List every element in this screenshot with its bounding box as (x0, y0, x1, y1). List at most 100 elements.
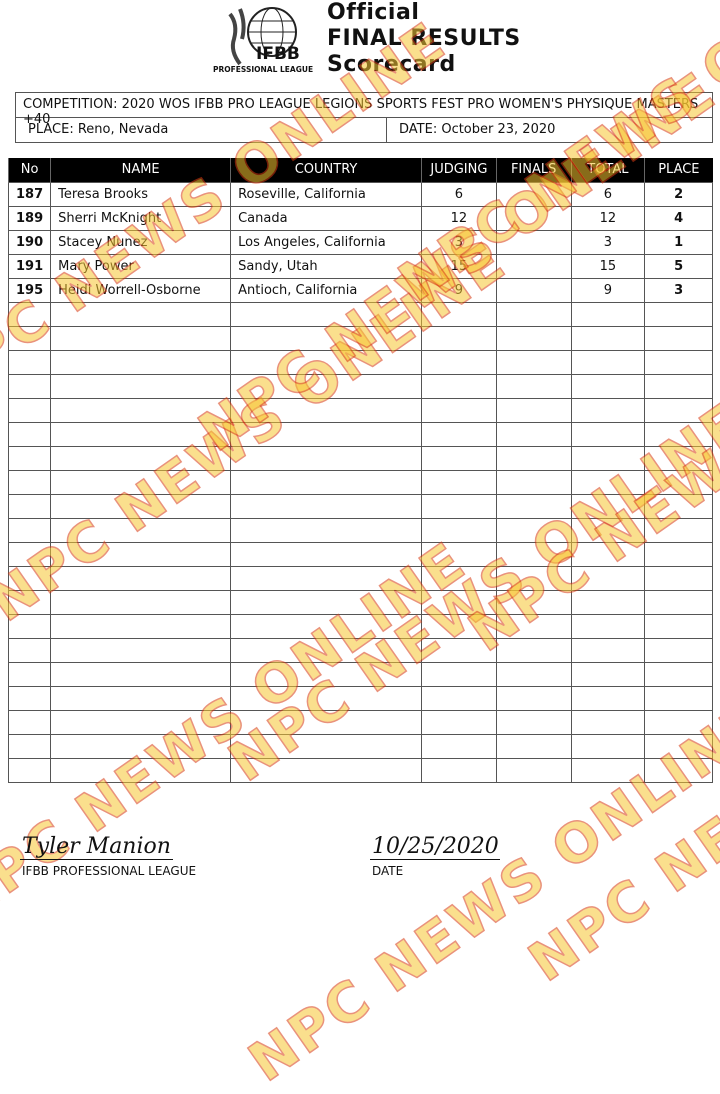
cell-judging: 9 (420, 277, 497, 303)
cell-total (570, 421, 646, 447)
cell-judging (420, 565, 497, 591)
cell-judging (420, 445, 497, 471)
scorecard-title: Official FINAL RESULTS Scorecard (327, 0, 521, 78)
cell-total (570, 397, 646, 423)
cell-place: 5 (644, 253, 713, 279)
cell-judging (420, 493, 497, 519)
column-header: PLACE (644, 158, 713, 182)
cell-name: Sherri McKnight (50, 205, 232, 231)
empty-row (7, 517, 713, 543)
cell-finals (495, 397, 572, 423)
empty-row (7, 661, 713, 687)
cell-name (50, 325, 232, 351)
cell-judging (420, 541, 497, 567)
cell-country (230, 469, 422, 495)
cell-no (7, 709, 52, 735)
cell-name (50, 757, 232, 783)
cell-judging (420, 373, 497, 399)
cell-total (570, 373, 646, 399)
cell-name (50, 301, 232, 327)
cell-place: 2 (644, 181, 713, 207)
column-header: No (7, 158, 51, 182)
cell-no: 190 (7, 229, 52, 255)
cell-name (50, 469, 232, 495)
cell-name: Mary Power (50, 253, 232, 279)
cell-finals (495, 277, 572, 303)
cell-judging (420, 613, 497, 639)
competition-name: COMPETITION: 2020 WOS IFBB PRO LEAGUE LE… (16, 93, 712, 127)
cell-country (230, 637, 422, 663)
cell-finals (495, 637, 572, 663)
cell-country (230, 373, 422, 399)
cell-place (644, 541, 713, 567)
cell-country: Canada (230, 205, 422, 231)
empty-row (7, 373, 713, 399)
cell-name (50, 493, 232, 519)
cell-name (50, 373, 232, 399)
cell-no (7, 661, 52, 687)
cell-total (570, 349, 646, 375)
signature-org: IFBB PROFESSIONAL LEAGUE (22, 864, 197, 878)
cell-finals (495, 373, 572, 399)
cell-place (644, 517, 713, 543)
cell-finals (495, 469, 572, 495)
cell-place (644, 565, 713, 591)
cell-place (644, 613, 713, 639)
table-row: 191 Mary Power Sandy, Utah 15 15 5 (7, 253, 713, 279)
cell-judging: 12 (420, 205, 497, 231)
empty-row (7, 421, 713, 447)
cell-country (230, 589, 422, 615)
cell-finals (495, 613, 572, 639)
cell-no: 195 (7, 277, 52, 303)
cell-no (7, 445, 52, 471)
cell-finals (495, 589, 572, 615)
cell-country: Roseville, California (230, 181, 422, 207)
empty-row (7, 565, 713, 591)
cell-finals (495, 565, 572, 591)
cell-judging (420, 637, 497, 663)
cell-name (50, 733, 232, 759)
cell-total (570, 661, 646, 687)
cell-no (7, 469, 52, 495)
cell-name (50, 349, 232, 375)
empty-row (7, 349, 713, 375)
cell-no (7, 493, 52, 519)
cell-total (570, 709, 646, 735)
cell-judging (420, 661, 497, 687)
cell-judging: 15 (420, 253, 497, 279)
cell-judging (420, 757, 497, 783)
cell-judging (420, 349, 497, 375)
date-label: DATE (372, 864, 404, 878)
cell-place (644, 301, 713, 327)
cell-total (570, 469, 646, 495)
cell-place (644, 589, 713, 615)
cell-place (644, 493, 713, 519)
cell-country (230, 685, 422, 711)
svg-text:IFBB: IFBB (256, 44, 300, 64)
cell-place (644, 373, 713, 399)
cell-place (644, 733, 713, 759)
column-header: COUNTRY (230, 158, 422, 182)
cell-name (50, 541, 232, 567)
cell-no (7, 397, 52, 423)
cell-judging: 3 (420, 229, 497, 255)
cell-country (230, 325, 422, 351)
table-row: 187 Teresa Brooks Roseville, California 6 6 2 (7, 181, 713, 207)
cell-name (50, 613, 232, 639)
title-line: Official (327, 0, 420, 25)
cell-country (230, 661, 422, 687)
cell-judging (420, 325, 497, 351)
cell-judging (420, 469, 497, 495)
cell-country: Sandy, Utah (230, 253, 422, 279)
cell-total (570, 565, 646, 591)
cell-total: 3 (570, 229, 646, 255)
cell-name (50, 565, 232, 591)
cell-country (230, 397, 422, 423)
empty-row (7, 493, 713, 519)
column-header: TOTAL (570, 158, 645, 182)
empty-row (7, 613, 713, 639)
competition-place: PLACE: Reno, Nevada (16, 118, 387, 142)
svg-text:PROFESSIONAL LEAGUE: PROFESSIONAL LEAGUE (213, 65, 313, 74)
cell-place: 4 (644, 205, 713, 231)
cell-name (50, 517, 232, 543)
